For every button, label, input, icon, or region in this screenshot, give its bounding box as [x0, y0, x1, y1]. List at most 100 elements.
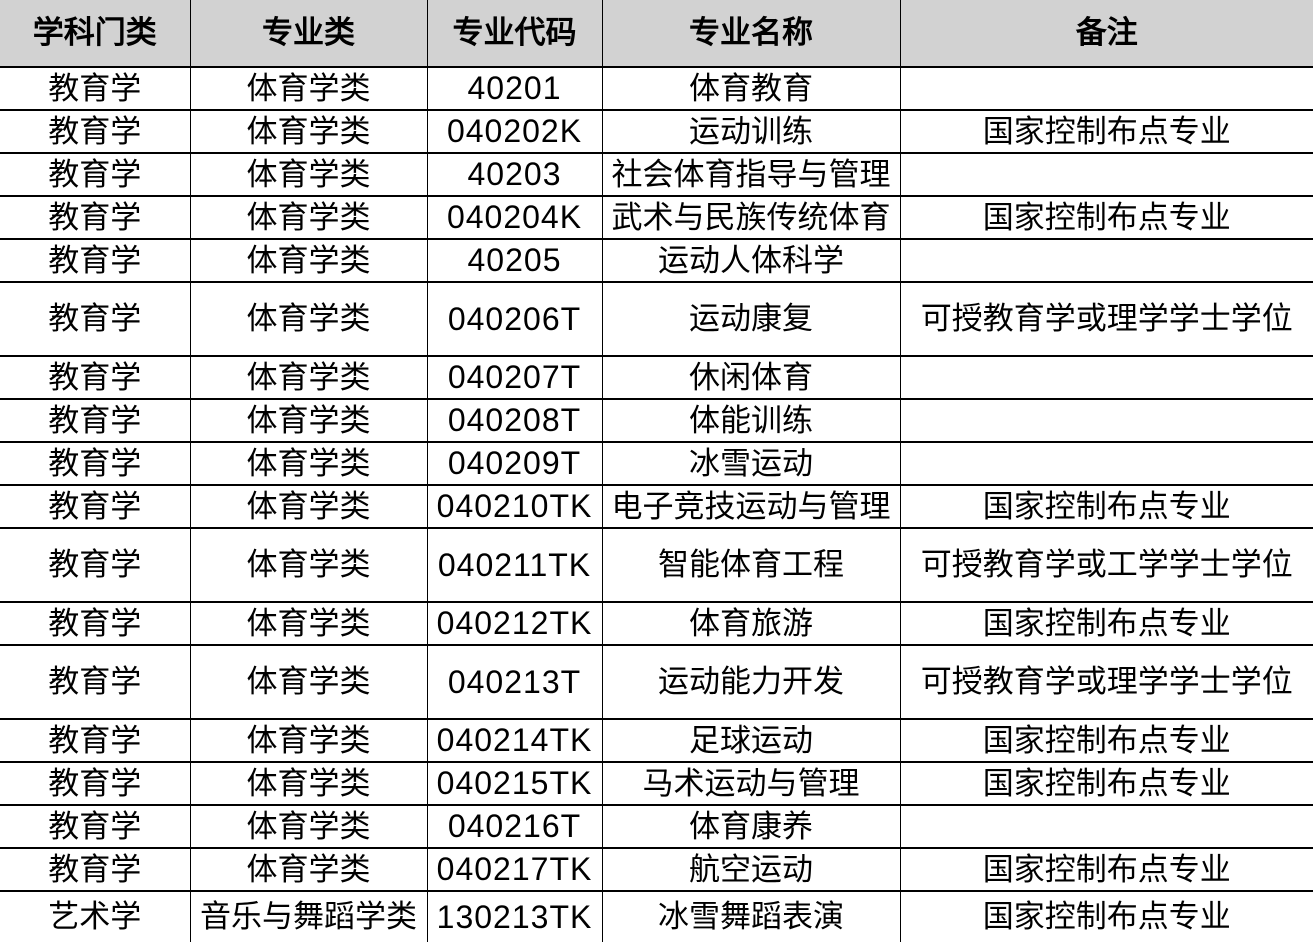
code-cell: 040206T: [426, 282, 602, 357]
code-cell: 040209T: [426, 442, 602, 486]
note-cell: 可授教育学或理学学士学位: [899, 282, 1313, 357]
note-cell: [899, 239, 1313, 283]
category-cell: 体育学类: [189, 239, 427, 283]
code-cell: 040215TK: [426, 762, 602, 806]
category-cell: 体育学类: [189, 602, 427, 646]
discipline-cell: 教育学: [0, 282, 190, 357]
note-cell: 国家控制布点专业: [899, 110, 1313, 154]
category-cell: 体育学类: [189, 110, 427, 154]
category-cell: 体育学类: [189, 485, 427, 529]
code-cell: 040214TK: [426, 719, 602, 763]
code-cell: 040210TK: [426, 485, 602, 529]
discipline-cell: 教育学: [0, 442, 190, 486]
discipline-cell: 教育学: [0, 399, 190, 443]
table-row: 教育学 体育学类 040212TK 体育旅游 国家控制布点专业: [0, 602, 1313, 646]
discipline-cell: 教育学: [0, 848, 190, 892]
discipline-cell: 教育学: [0, 67, 190, 111]
table-row: 教育学 体育学类 040216T 体育康养: [0, 805, 1313, 849]
header-discipline: 学科门类: [0, 0, 190, 68]
code-cell: 040216T: [426, 805, 602, 849]
discipline-cell: 艺术学: [48, 899, 142, 935]
table-body: 教育学 体育学类 40201 体育教育 教育学 体育学类 040202K 运动训练 国家控制布点…: [0, 67, 1313, 942]
discipline-cell: 教育学: [0, 110, 190, 154]
name-cell: 足球运动: [601, 719, 900, 763]
note-cell: 国家控制布点专业: [899, 196, 1313, 240]
table-row: 艺术学 音乐与舞蹈学类 130213TK 冰雪舞蹈表演 国家控制布点专业: [0, 891, 1313, 942]
code-cell: 040213T: [426, 645, 602, 720]
note-cell: 国家控制布点专业: [899, 848, 1313, 892]
header-note: 备注: [899, 0, 1313, 68]
name-cell: 智能体育工程: [601, 528, 900, 603]
category-cell: 体育学类: [189, 356, 427, 400]
code-cell: 040207T: [426, 356, 602, 400]
name-cell: 武术与民族传统体育: [601, 196, 900, 240]
name-cell: 运动康复: [601, 282, 900, 357]
note-cell: 国家控制布点专业: [899, 719, 1313, 763]
table-row: 教育学 体育学类 040213T 运动能力开发 可授教育学或理学学士学位: [0, 645, 1313, 720]
category-cell: 体育学类: [189, 399, 427, 443]
code-cell: 040202K: [426, 110, 602, 154]
discipline-cell: 教育学: [0, 196, 190, 240]
discipline-cell: 教育学: [0, 239, 190, 283]
code-cell: 40201: [426, 67, 602, 111]
name-cell: 体育旅游: [601, 602, 900, 646]
discipline-cell: 教育学: [0, 719, 190, 763]
name-cell: 冰雪运动: [601, 442, 900, 486]
header-code: 专业代码: [426, 0, 602, 68]
code-cell: 040211TK: [426, 528, 602, 603]
discipline-cell: 教育学: [0, 356, 190, 400]
table-row: 教育学 体育学类 040210TK 电子竞技运动与管理 国家控制布点专业: [0, 485, 1313, 529]
header-category: 专业类: [189, 0, 427, 68]
name-cell: 体育教育: [601, 67, 900, 111]
table-row: 教育学 体育学类 040215TK 马术运动与管理 国家控制布点专业: [0, 762, 1313, 806]
code-cell: 040217TK: [426, 848, 602, 892]
discipline-cell: 教育学: [0, 805, 190, 849]
table-row: 教育学 体育学类 040202K 运动训练 国家控制布点专业: [0, 110, 1313, 154]
note-cell: 国家控制布点专业: [899, 602, 1313, 646]
note-cell: [899, 356, 1313, 400]
category-cell: 体育学类: [189, 282, 427, 357]
category-cell: 体育学类: [189, 848, 427, 892]
note-cell: 国家控制布点专业: [899, 485, 1313, 529]
table-row: 教育学 体育学类 040209T 冰雪运动: [0, 442, 1313, 486]
table-row: 教育学 体育学类 040204K 武术与民族传统体育 国家控制布点专业: [0, 196, 1313, 240]
note-cell: 可授教育学或工学学士学位: [899, 528, 1313, 603]
code-cell: 130213TK: [426, 891, 602, 942]
note-cell: [899, 399, 1313, 443]
category-cell: 体育学类: [189, 67, 427, 111]
table-row: 教育学 体育学类 040214TK 足球运动 国家控制布点专业: [0, 719, 1313, 763]
name-cell: 冰雪舞蹈表演: [601, 891, 900, 942]
name-cell: 体育康养: [601, 805, 900, 849]
category-cell: 体育学类: [189, 719, 427, 763]
category-cell: 音乐与舞蹈学类: [189, 891, 427, 942]
code-cell: 40203: [426, 153, 602, 197]
code-cell: 040212TK: [426, 602, 602, 646]
name-cell: 电子竞技运动与管理: [601, 485, 900, 529]
note-cell: [899, 805, 1313, 849]
table-row: 教育学 体育学类 040211TK 智能体育工程 可授教育学或工学学士学位: [0, 528, 1313, 603]
table-row: 教育学 体育学类 040208T 体能训练: [0, 399, 1313, 443]
category-cell: 体育学类: [189, 442, 427, 486]
category-cell: 体育学类: [189, 762, 427, 806]
discipline-cell: 教育学: [0, 602, 190, 646]
category-cell: 体育学类: [189, 645, 427, 720]
category-cell: 体育学类: [189, 196, 427, 240]
discipline-cell: 教育学: [0, 762, 190, 806]
note-cell: 可授教育学或理学学士学位: [899, 645, 1313, 720]
discipline-cell: 教育学: [0, 485, 190, 529]
discipline-cell: 教育学: [0, 645, 190, 720]
code-cell: 040208T: [426, 399, 602, 443]
name-cell: 运动能力开发: [601, 645, 900, 720]
note-cell: [899, 442, 1313, 486]
header-row: 学科门类 专业类 专业代码 专业名称 备注: [0, 0, 1313, 68]
table-row: 教育学 体育学类 40205 运动人体科学: [0, 239, 1313, 283]
name-cell: 运动训练: [601, 110, 900, 154]
discipline-cell: 教育学: [0, 153, 190, 197]
name-cell: 社会体育指导与管理: [601, 153, 900, 197]
table-row: 教育学 体育学类 40203 社会体育指导与管理: [0, 153, 1313, 197]
discipline-cell: 教育学: [0, 528, 190, 603]
name-cell: 运动人体科学: [601, 239, 900, 283]
table-row: 教育学 体育学类 040206T 运动康复 可授教育学或理学学士学位: [0, 282, 1313, 357]
note-cell: 国家控制布点专业: [899, 762, 1313, 806]
